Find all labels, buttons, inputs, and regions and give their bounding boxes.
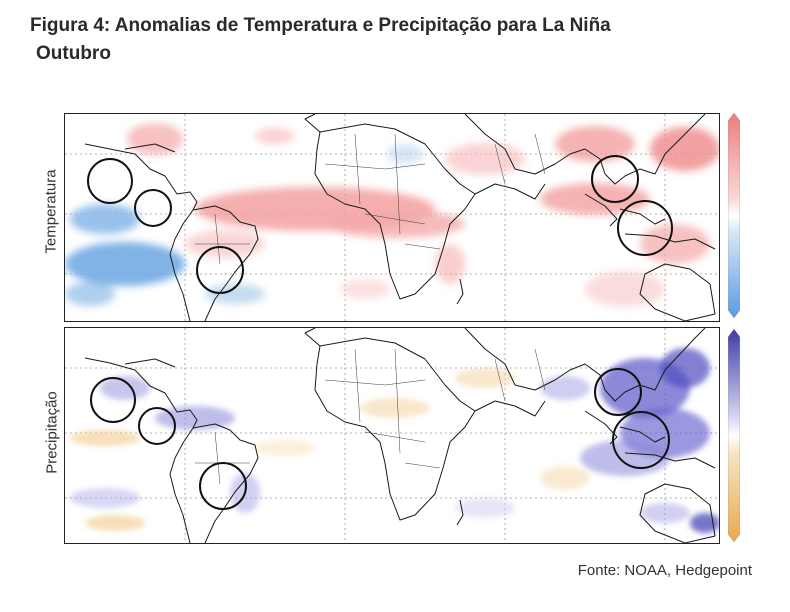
continent-outlines: [84, 328, 716, 543]
highlight-circles: [90, 368, 670, 510]
precipitation-map: [65, 328, 719, 543]
precipitation-axis-label: Precipitação: [43, 391, 61, 474]
highlight-northern-south-america: [134, 189, 172, 227]
highlight-southeast-asia: [591, 155, 639, 203]
highlight-northern-south-america: [138, 407, 176, 445]
highlight-central-america: [90, 377, 136, 423]
continent-outlines: [84, 114, 716, 321]
temperature-map: [65, 114, 719, 321]
highlight-central-america: [87, 158, 133, 204]
title-line-1: Figura 4: Anomalias de Temperatura e Pre…: [30, 15, 611, 36]
highlight-southeast-asia: [594, 368, 642, 416]
highlight-indonesia: [612, 411, 670, 469]
temperature-colorbar: [727, 112, 741, 319]
precipitation-colorbar: [727, 328, 741, 543]
highlight-southern-brazil: [196, 246, 244, 294]
highlight-indonesia: [617, 200, 673, 256]
title-line-2: Outubro: [36, 43, 111, 64]
source-credit: Fonte: NOAA, Hedgepoint: [577, 562, 752, 579]
temperature-map-panel: [64, 113, 720, 322]
highlight-southern-brazil: [199, 462, 247, 510]
country-borders: [195, 133, 546, 265]
precipitation-map-panel: [64, 327, 720, 544]
temperature-axis-label: Temperatura: [42, 169, 60, 254]
temperature-anomaly-shading: [65, 123, 719, 307]
highlight-circles: [87, 155, 673, 294]
figure-title: Figura 4: Anomalias de Temperatura e Pre…: [30, 12, 611, 68]
